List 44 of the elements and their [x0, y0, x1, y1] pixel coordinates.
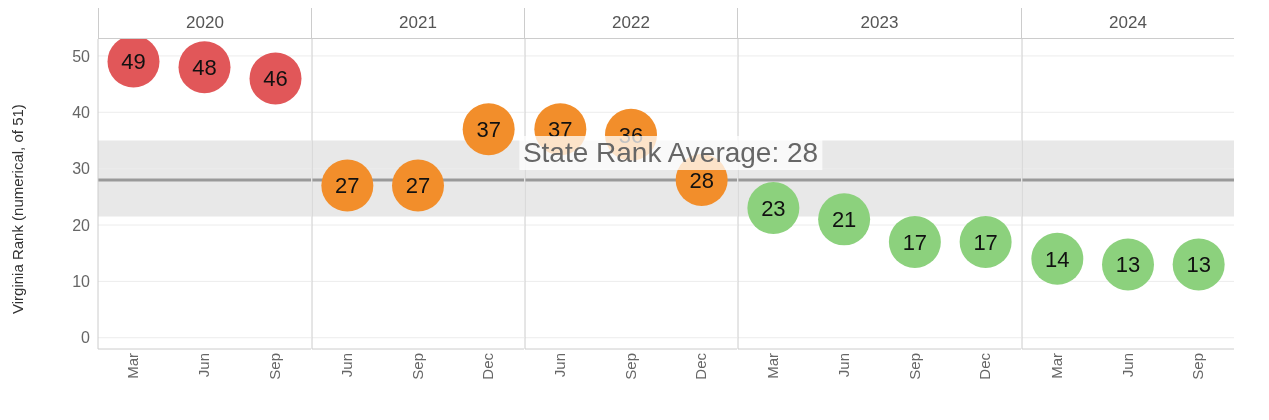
- data-label: 46: [263, 66, 288, 92]
- data-label: 23: [761, 195, 786, 221]
- data-label: 27: [405, 173, 431, 199]
- x-tick-label: Mar: [1047, 353, 1065, 379]
- data-label: 14: [1045, 246, 1070, 272]
- data-label: 37: [476, 116, 501, 142]
- data-label: 48: [192, 54, 217, 80]
- x-tick-label: Mar: [764, 353, 782, 379]
- data-label: 21: [831, 207, 857, 233]
- chart-title: 2023: [737, 8, 1021, 39]
- x-tick-label: Jun: [337, 353, 355, 378]
- data-label: 13: [1186, 252, 1211, 278]
- x-tick-label: Sep: [266, 353, 284, 380]
- data-label: 13: [1115, 252, 1141, 278]
- chart-title: 2022: [524, 8, 737, 39]
- x-tick-label: Jun: [1118, 353, 1136, 378]
- data-label: 37: [548, 116, 573, 142]
- data-label: 27: [335, 173, 360, 199]
- x-tick-label: Jun: [195, 353, 213, 378]
- data-label: 17: [902, 229, 928, 255]
- x-tick-label: Sep: [408, 353, 426, 380]
- x-tick-label: Jun: [834, 353, 852, 378]
- y-tick-label: 50: [72, 47, 91, 65]
- data-label: 28: [689, 167, 714, 193]
- data-label: 36: [618, 122, 644, 148]
- chart-title: 2021: [311, 8, 524, 39]
- data-label: 49: [121, 49, 146, 75]
- x-tick-label: Dec: [479, 352, 497, 380]
- x-tick-label: Sep: [621, 353, 639, 380]
- y-tick-label: 10: [72, 273, 91, 291]
- y-tick-label: 30: [72, 160, 91, 178]
- y-axis-title: Virginia Rank (numerical, of 51): [9, 104, 27, 314]
- x-tick-label: Sep: [1189, 353, 1207, 380]
- data-label: 17: [973, 229, 998, 255]
- x-tick-label: Dec: [976, 352, 994, 380]
- chart-title: 2020: [98, 8, 311, 39]
- y-tick-label: 20: [72, 216, 91, 234]
- y-tick-label: 0: [81, 329, 91, 347]
- x-tick-label: Jun: [550, 353, 568, 378]
- chart-title: 2024: [1021, 8, 1234, 39]
- x-tick-label: Mar: [124, 353, 142, 379]
- x-tick-label: Sep: [905, 353, 923, 380]
- x-tick-label: Dec: [692, 352, 710, 380]
- y-tick-label: 40: [72, 103, 91, 121]
